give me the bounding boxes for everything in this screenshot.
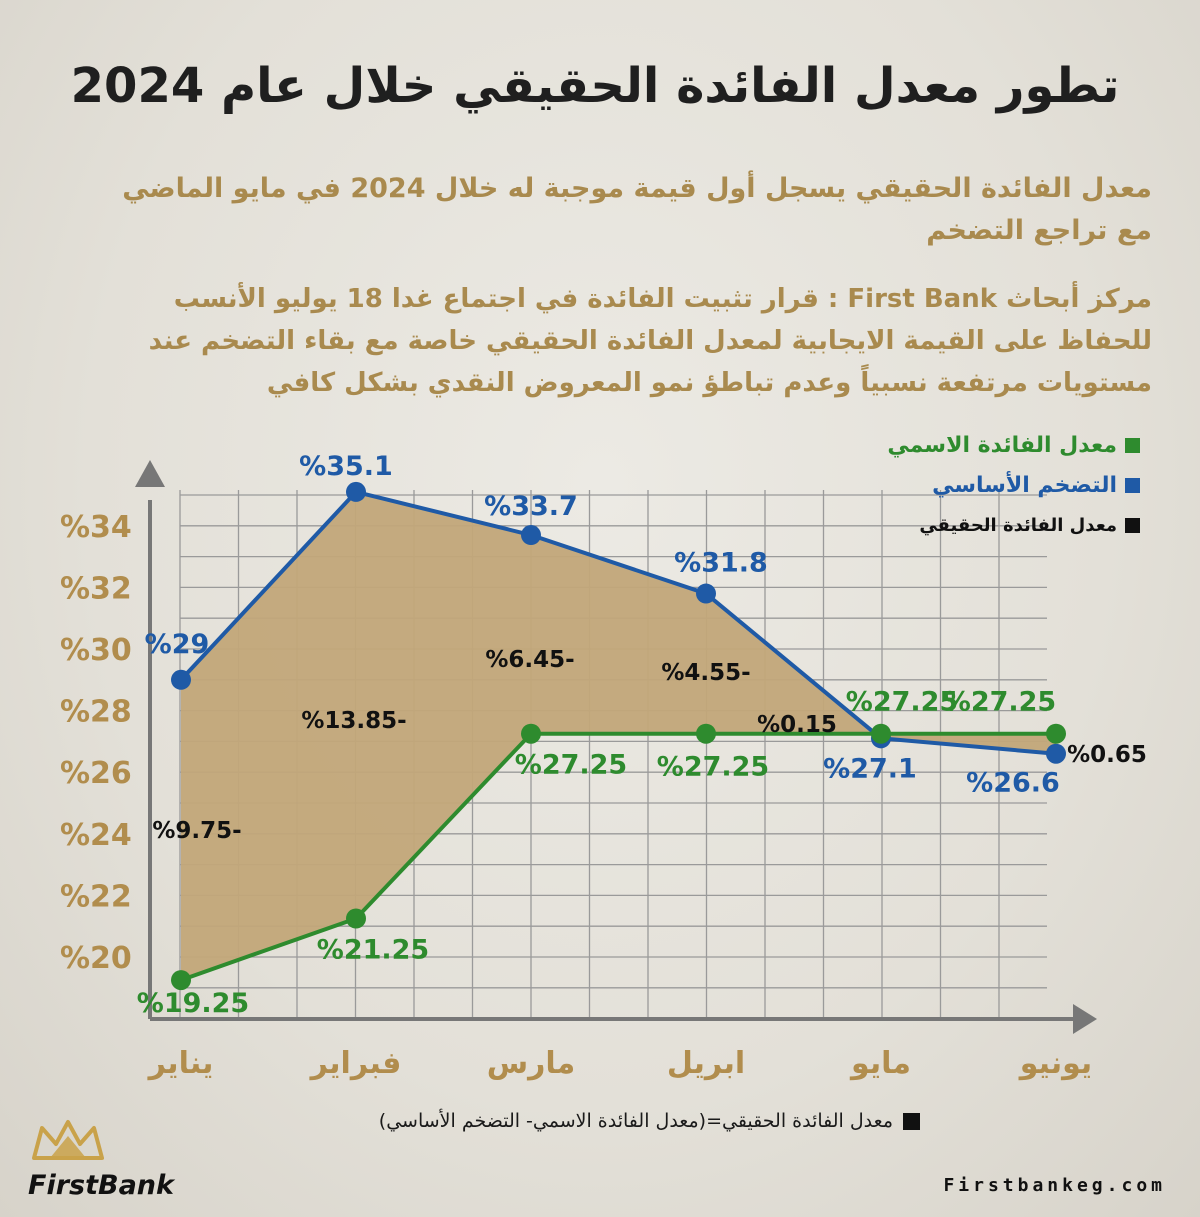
- inflation-line: [179, 489, 1057, 756]
- page-title: تطور معدل الفائدة الحقيقي خلال عام 2024: [70, 58, 1120, 114]
- formula-square-icon: [903, 1112, 920, 1130]
- nominal-data-label: %21.25: [317, 935, 429, 966]
- inflation-data-label: %33.7: [484, 491, 578, 522]
- y-tick-label: %22: [60, 879, 132, 914]
- nominal-data-label: %19.25: [137, 988, 249, 1019]
- legend: معدل الفائدة الاسمي التضخم الأساسي معدل …: [887, 425, 1140, 545]
- legend-swatch-nominal: [1125, 437, 1140, 453]
- real-rate-label: %0.15: [757, 712, 837, 738]
- nominal-line: [180, 731, 1056, 982]
- x-tick-label: فبراير: [309, 1046, 402, 1081]
- subtitle: معدل الفائدة الحقيقي يسجل أول قيمة موجبة…: [122, 173, 1152, 246]
- legend-item-inflation: التضخم الأساسي: [887, 465, 1140, 505]
- nominal-point: [871, 723, 891, 744]
- inflation-data-label: %29: [145, 629, 210, 660]
- legend-swatch-real: [1125, 517, 1140, 533]
- x-tick-label: ابريل: [667, 1046, 745, 1081]
- real-rate-label: %9.75-: [152, 818, 241, 844]
- nominal-point: [171, 970, 191, 991]
- x-tick-label: يناير: [147, 1046, 214, 1081]
- y-tick-label: %20: [60, 941, 132, 976]
- inflation-data-label: %35.1: [299, 451, 393, 482]
- real-rate-label: %13.85-: [301, 708, 406, 734]
- nominal-data-label: %27.25: [944, 687, 1056, 718]
- real-rate-label: %4.55-: [661, 660, 750, 686]
- nominal-data-label: %27.25: [846, 687, 958, 718]
- inflation-point: [1046, 743, 1066, 764]
- x-tick-label: مايو: [849, 1046, 911, 1081]
- logo: FirstBank: [28, 1118, 174, 1201]
- legend-item-nominal: معدل الفائدة الاسمي: [887, 425, 1140, 465]
- legend-label-inflation: التضخم الأساسي: [932, 472, 1117, 498]
- inflation-point: [346, 481, 366, 502]
- logo-text: FirstBank: [28, 1170, 174, 1201]
- nominal-data-label: %27.25: [515, 750, 627, 781]
- nominal-point: [1046, 723, 1066, 744]
- inflation-point: [696, 583, 716, 604]
- inflation-data-label: %31.8: [674, 548, 768, 579]
- inflation-data-label: %26.6: [966, 768, 1060, 799]
- nominal-data-label: %27.25: [657, 752, 769, 783]
- y-tick-label: %26: [60, 756, 132, 791]
- y-tick-label: %32: [60, 571, 132, 606]
- formula-note: معدل الفائدة الحقيقي=(معدل الفائدة الاسم…: [300, 1110, 920, 1132]
- legend-label-real: معدل الفائدة الحقيقي: [919, 514, 1117, 536]
- crown-icon: [32, 1120, 104, 1160]
- legend-swatch-inflation: [1125, 477, 1140, 493]
- website-url: Firstbankeg.com: [943, 1175, 1166, 1196]
- inflation-data-label: %27.1: [823, 753, 917, 784]
- inflation-point: [521, 525, 541, 546]
- research-note: مركز أبحاث First Bank : قرار تثبيت الفائ…: [148, 284, 1152, 398]
- legend-item-real: معدل الفائدة الحقيقي: [887, 505, 1140, 545]
- y-axis-arrow: [135, 460, 165, 487]
- y-tick-label: %34: [60, 510, 132, 545]
- nominal-point: [521, 723, 541, 744]
- nominal-point: [696, 723, 716, 744]
- x-tick-label: يونيو: [1018, 1046, 1092, 1081]
- nominal-point: [346, 908, 366, 929]
- x-tick-label: مارس: [487, 1046, 576, 1081]
- y-tick-label: %28: [60, 695, 132, 730]
- formula-text: معدل الفائدة الحقيقي=(معدل الفائدة الاسم…: [378, 1110, 893, 1132]
- inflation-point: [171, 669, 191, 690]
- real-rate-label: %0.65: [1067, 742, 1147, 768]
- y-tick-label: %30: [60, 633, 132, 668]
- real-rate-area: [181, 491, 1056, 981]
- x-axis-arrow: [1073, 1004, 1097, 1034]
- real-rate-label: %6.45-: [485, 647, 574, 673]
- y-tick-label: %24: [60, 818, 132, 853]
- legend-label-nominal: معدل الفائدة الاسمي: [887, 432, 1117, 458]
